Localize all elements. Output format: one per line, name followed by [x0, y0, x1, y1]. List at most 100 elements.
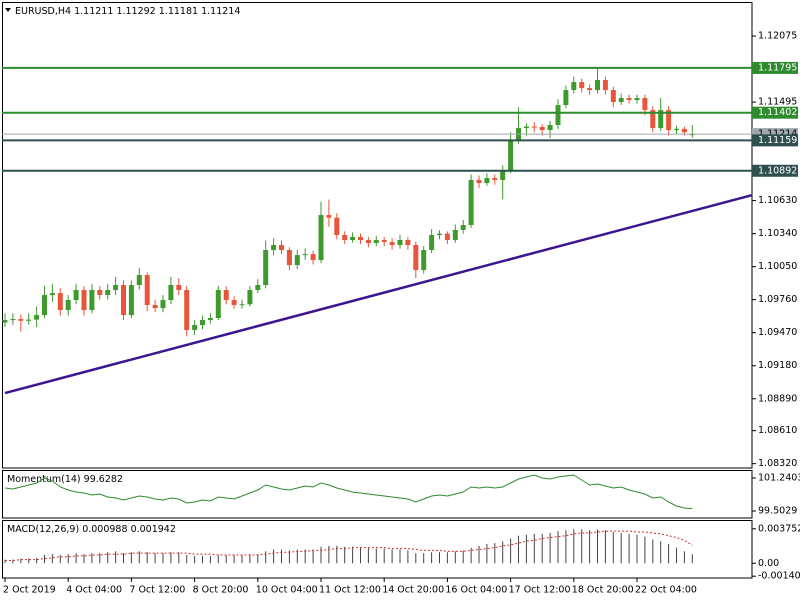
price-level-box — [752, 61, 798, 74]
y-tick-label: 1.08890 — [758, 393, 797, 404]
candle-body — [579, 82, 585, 89]
y-tick-label: 0.003752 — [758, 523, 800, 534]
x-tick-label: 4 Oct 04:00 — [66, 585, 122, 596]
candle-body — [263, 250, 269, 285]
candle-body — [373, 240, 379, 243]
candle-body — [397, 240, 403, 246]
candle-body — [105, 290, 111, 296]
x-tick-label: 7 Oct 12:00 — [129, 585, 185, 596]
x-tick-label: 22 Oct 04:00 — [635, 585, 697, 596]
candle-body — [626, 98, 632, 101]
candle-body — [610, 90, 616, 102]
candle-body — [342, 235, 348, 241]
price-level-box — [752, 106, 798, 119]
y-tick-label: 99.5029 — [758, 506, 797, 517]
candle-body — [666, 110, 672, 131]
candle-body — [97, 290, 103, 296]
candle-body — [10, 319, 16, 321]
x-tick-label: 2 Oct 2019 — [3, 585, 56, 596]
candle-body — [239, 304, 245, 306]
candle-body — [563, 90, 569, 106]
candle-body — [547, 124, 553, 131]
price-level-label: 1.11159 — [758, 135, 797, 146]
x-tick-label: 18 Oct 20:00 — [572, 585, 634, 596]
x-tick-label: 10 Oct 04:00 — [256, 585, 318, 596]
x-tick-label: 11 Oct 12:00 — [319, 585, 381, 596]
candle-body — [326, 215, 332, 218]
candle-body — [642, 98, 648, 111]
open: 1.11211 — [74, 6, 113, 17]
candle-body — [413, 245, 419, 271]
candle-body — [255, 284, 261, 291]
candle-body — [350, 237, 356, 241]
candle-body — [595, 80, 600, 91]
candle-body — [113, 284, 119, 291]
candle-body — [658, 110, 664, 129]
candle-body — [152, 305, 158, 309]
candle-body — [231, 300, 237, 306]
candle-body — [26, 319, 32, 321]
candle-body — [437, 233, 442, 235]
candle-body — [508, 140, 514, 171]
high: 1.11292 — [116, 6, 155, 17]
candle-body — [223, 290, 229, 301]
candle-body — [176, 284, 182, 291]
candle-body — [286, 250, 292, 266]
momentum-panel — [2, 470, 753, 519]
candle-body — [160, 300, 166, 309]
y-tick-label: 1.09180 — [758, 360, 797, 371]
candle-body — [523, 126, 529, 129]
candle-body — [468, 179, 474, 225]
y-tick-label: 1.10340 — [758, 228, 797, 239]
candle-body — [452, 229, 458, 241]
macd-panel — [2, 520, 753, 579]
candle-body — [381, 240, 387, 243]
x-tick-label: 14 Oct 20:00 — [382, 585, 444, 596]
candle-body — [136, 274, 142, 285]
candle-body — [34, 315, 40, 320]
y-tick-label: 1.08610 — [758, 425, 797, 436]
candle-body — [184, 290, 190, 330]
candle-body — [555, 105, 561, 125]
candle-body — [389, 242, 395, 246]
y-tick-label: 0.00 — [758, 558, 779, 569]
candle-body — [492, 178, 498, 180]
candle-body — [681, 128, 687, 133]
candle-body — [65, 300, 71, 311]
candle-body — [460, 224, 466, 230]
price-level-label: 1.11795 — [758, 62, 797, 73]
signal-line — [5, 530, 693, 562]
indicator-value: 0.000988 — [82, 524, 127, 535]
candle-body — [539, 127, 545, 131]
candle-body — [571, 82, 577, 91]
x-tick-label: 8 Oct 20:00 — [193, 585, 249, 596]
candle-body — [634, 98, 640, 101]
candle-body — [89, 290, 95, 311]
candle-body — [444, 233, 450, 241]
candle-body — [49, 293, 55, 296]
candle-body — [318, 215, 324, 261]
candle-body — [294, 255, 300, 266]
candle-body — [531, 126, 537, 128]
candle-body — [405, 240, 411, 246]
low: 1.11181 — [159, 6, 198, 17]
candle-body — [650, 110, 656, 129]
candle-body — [429, 235, 435, 251]
menu-arrow[interactable] — [5, 8, 11, 12]
main-panel — [2, 2, 753, 469]
candle-body — [421, 250, 427, 271]
candle-body — [365, 240, 371, 243]
candle-body — [2, 320, 8, 323]
momentum-line — [4, 474, 693, 510]
candle-body — [121, 284, 126, 316]
candle-body — [587, 88, 593, 91]
price-level-box — [752, 134, 798, 147]
candle-body — [168, 284, 174, 301]
candle-body — [302, 254, 308, 256]
candle-body — [602, 80, 608, 91]
candle-body — [279, 245, 284, 251]
momentum-header: Momentum(14) 99.6282 — [7, 474, 123, 485]
indicator-value: 0.001942 — [131, 524, 176, 535]
